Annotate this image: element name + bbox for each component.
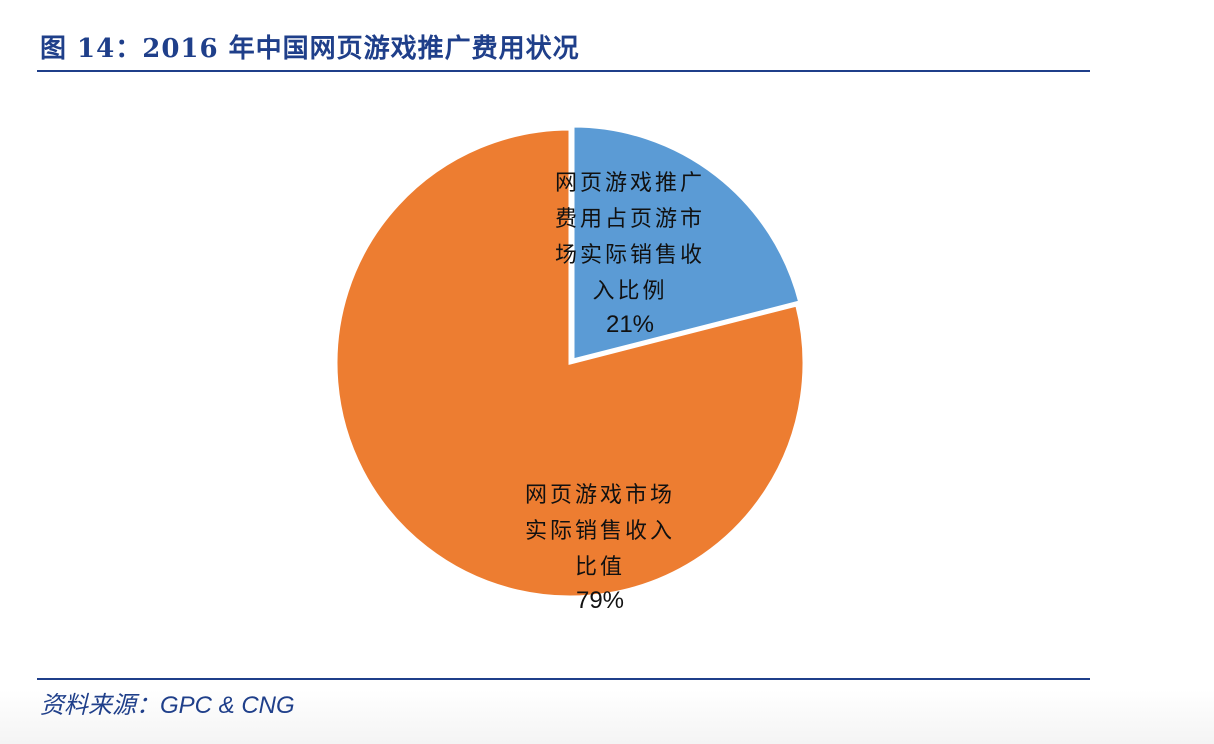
source-divider [37, 678, 1090, 680]
label-line: 入比例 [592, 279, 668, 304]
source-note: 资料来源：GPC & CNG [40, 692, 295, 719]
slice-percent-market-revenue: 79% [575, 587, 625, 614]
label-line: 场实际销售收 [554, 243, 705, 268]
slice-label-market-revenue: 网页游戏市场 实际销售收入 比值 79% [510, 478, 690, 616]
title-divider [37, 70, 1090, 72]
label-line: 网页游戏推广 [554, 171, 705, 196]
pie-slice-promotion-cost [571, 124, 802, 362]
pie-slice-market-revenue [334, 127, 806, 599]
chart-title: 图 14：2016 年中国网页游戏推广费用状况 [40, 34, 580, 64]
label-line: 费用占页游市 [554, 207, 705, 232]
label-line: 网页游戏市场 [524, 483, 675, 508]
slice-label-promotion-cost: 网页游戏推广 费用占页游市 场实际销售收 入比例 21% [540, 166, 720, 340]
label-line: 比值 [574, 555, 625, 580]
slice-percent-promotion-cost: 21% [605, 311, 655, 338]
label-line: 实际销售收入 [524, 519, 675, 544]
